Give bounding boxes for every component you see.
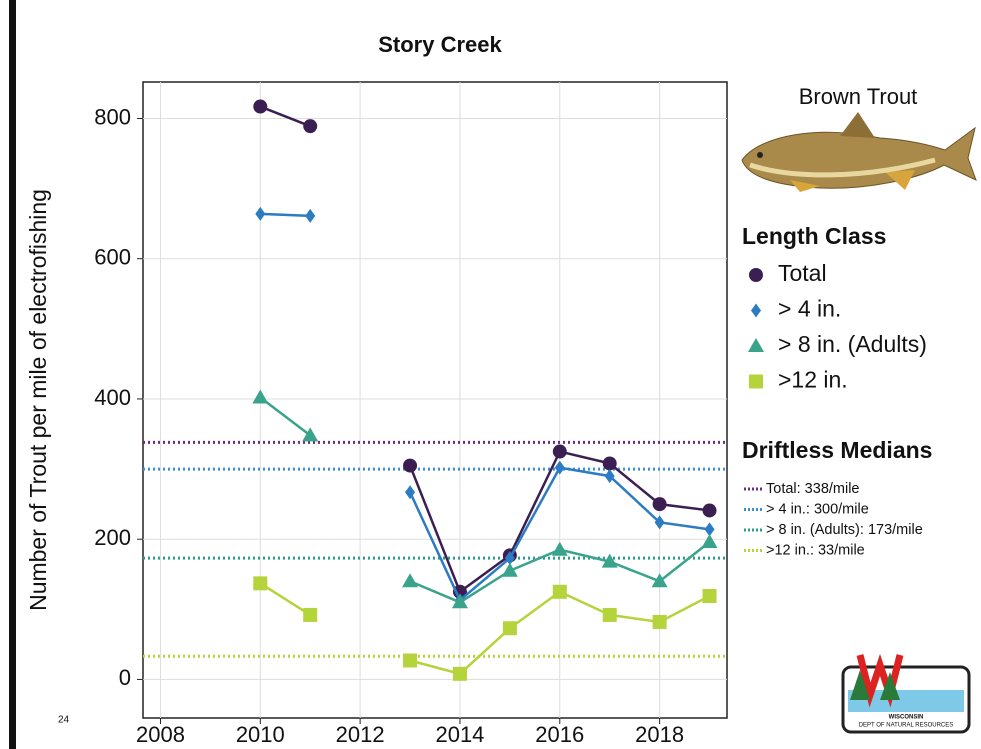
point	[403, 653, 418, 668]
x-tick-label: 2018	[635, 722, 684, 747]
point	[253, 99, 268, 114]
point	[504, 551, 515, 566]
median-label: > 4 in.: 300/mile	[766, 501, 869, 517]
point	[601, 553, 618, 568]
point	[701, 533, 718, 548]
legend-label: Total	[778, 260, 827, 286]
point	[452, 666, 467, 681]
point	[305, 208, 316, 223]
x-tick-label: 2012	[336, 722, 385, 747]
point	[403, 458, 418, 473]
y-tick-label: 0	[119, 665, 131, 690]
point	[652, 614, 667, 629]
point	[704, 522, 715, 537]
point	[552, 584, 567, 599]
series-line	[260, 212, 710, 603]
point	[303, 119, 318, 134]
point	[405, 485, 416, 500]
point	[253, 576, 268, 591]
plot-area	[142, 81, 728, 719]
y-tick-label: 600	[94, 245, 131, 270]
y-axis-label: Number of Trout per mile of electrofishi…	[25, 189, 51, 611]
median-label: Total: 338/mile	[766, 481, 860, 497]
point	[303, 607, 318, 622]
point	[602, 456, 617, 471]
medians-title: Driftless Medians	[742, 437, 932, 463]
legend-label: > 4 in.	[778, 296, 841, 322]
y-tick-label: 800	[94, 104, 131, 129]
point	[751, 303, 761, 318]
point	[651, 573, 668, 588]
point	[749, 268, 763, 282]
point	[551, 541, 568, 556]
chart-title: Story Creek	[378, 32, 502, 57]
legend-label: > 8 in. (Adults)	[778, 331, 927, 357]
point	[652, 497, 667, 512]
y-tick-label: 200	[94, 525, 131, 550]
page-number: 24	[58, 715, 70, 726]
logo: WISCONSIN DEPT OF NATURAL RESOURCES	[841, 653, 971, 734]
point	[604, 469, 615, 484]
point	[749, 374, 763, 389]
point	[702, 503, 717, 518]
species-label: Brown Trout	[799, 84, 918, 109]
x-tick-label: 2014	[435, 722, 484, 747]
median-label: >12 in.: 33/mile	[766, 542, 865, 558]
point	[252, 389, 269, 404]
point	[702, 588, 717, 603]
series-line	[259, 582, 711, 676]
point	[748, 338, 764, 352]
x-tick-label: 2008	[136, 722, 185, 747]
point	[502, 621, 517, 636]
y-tick-label: 400	[94, 385, 131, 410]
point	[302, 427, 319, 442]
point	[552, 444, 567, 459]
left-bar	[9, 0, 16, 749]
point	[501, 562, 518, 577]
fish-illustration	[741, 112, 977, 192]
point	[554, 460, 565, 475]
legend-label: >12 in.	[778, 367, 848, 393]
point	[451, 594, 468, 609]
point	[602, 607, 617, 622]
median-label: > 8 in. (Adults): 173/mile	[766, 522, 923, 538]
logo-line2: DEPT OF NATURAL RESOURCES	[859, 723, 954, 729]
x-tick-label: 2010	[236, 722, 285, 747]
point	[402, 573, 419, 588]
point	[255, 206, 266, 221]
logo-line1: WISCONSIN	[889, 715, 924, 721]
series-line	[259, 396, 711, 604]
legend-title: Length Class	[742, 223, 886, 249]
x-tick-label: 2016	[535, 722, 584, 747]
point	[654, 515, 665, 530]
series-line	[259, 105, 710, 594]
